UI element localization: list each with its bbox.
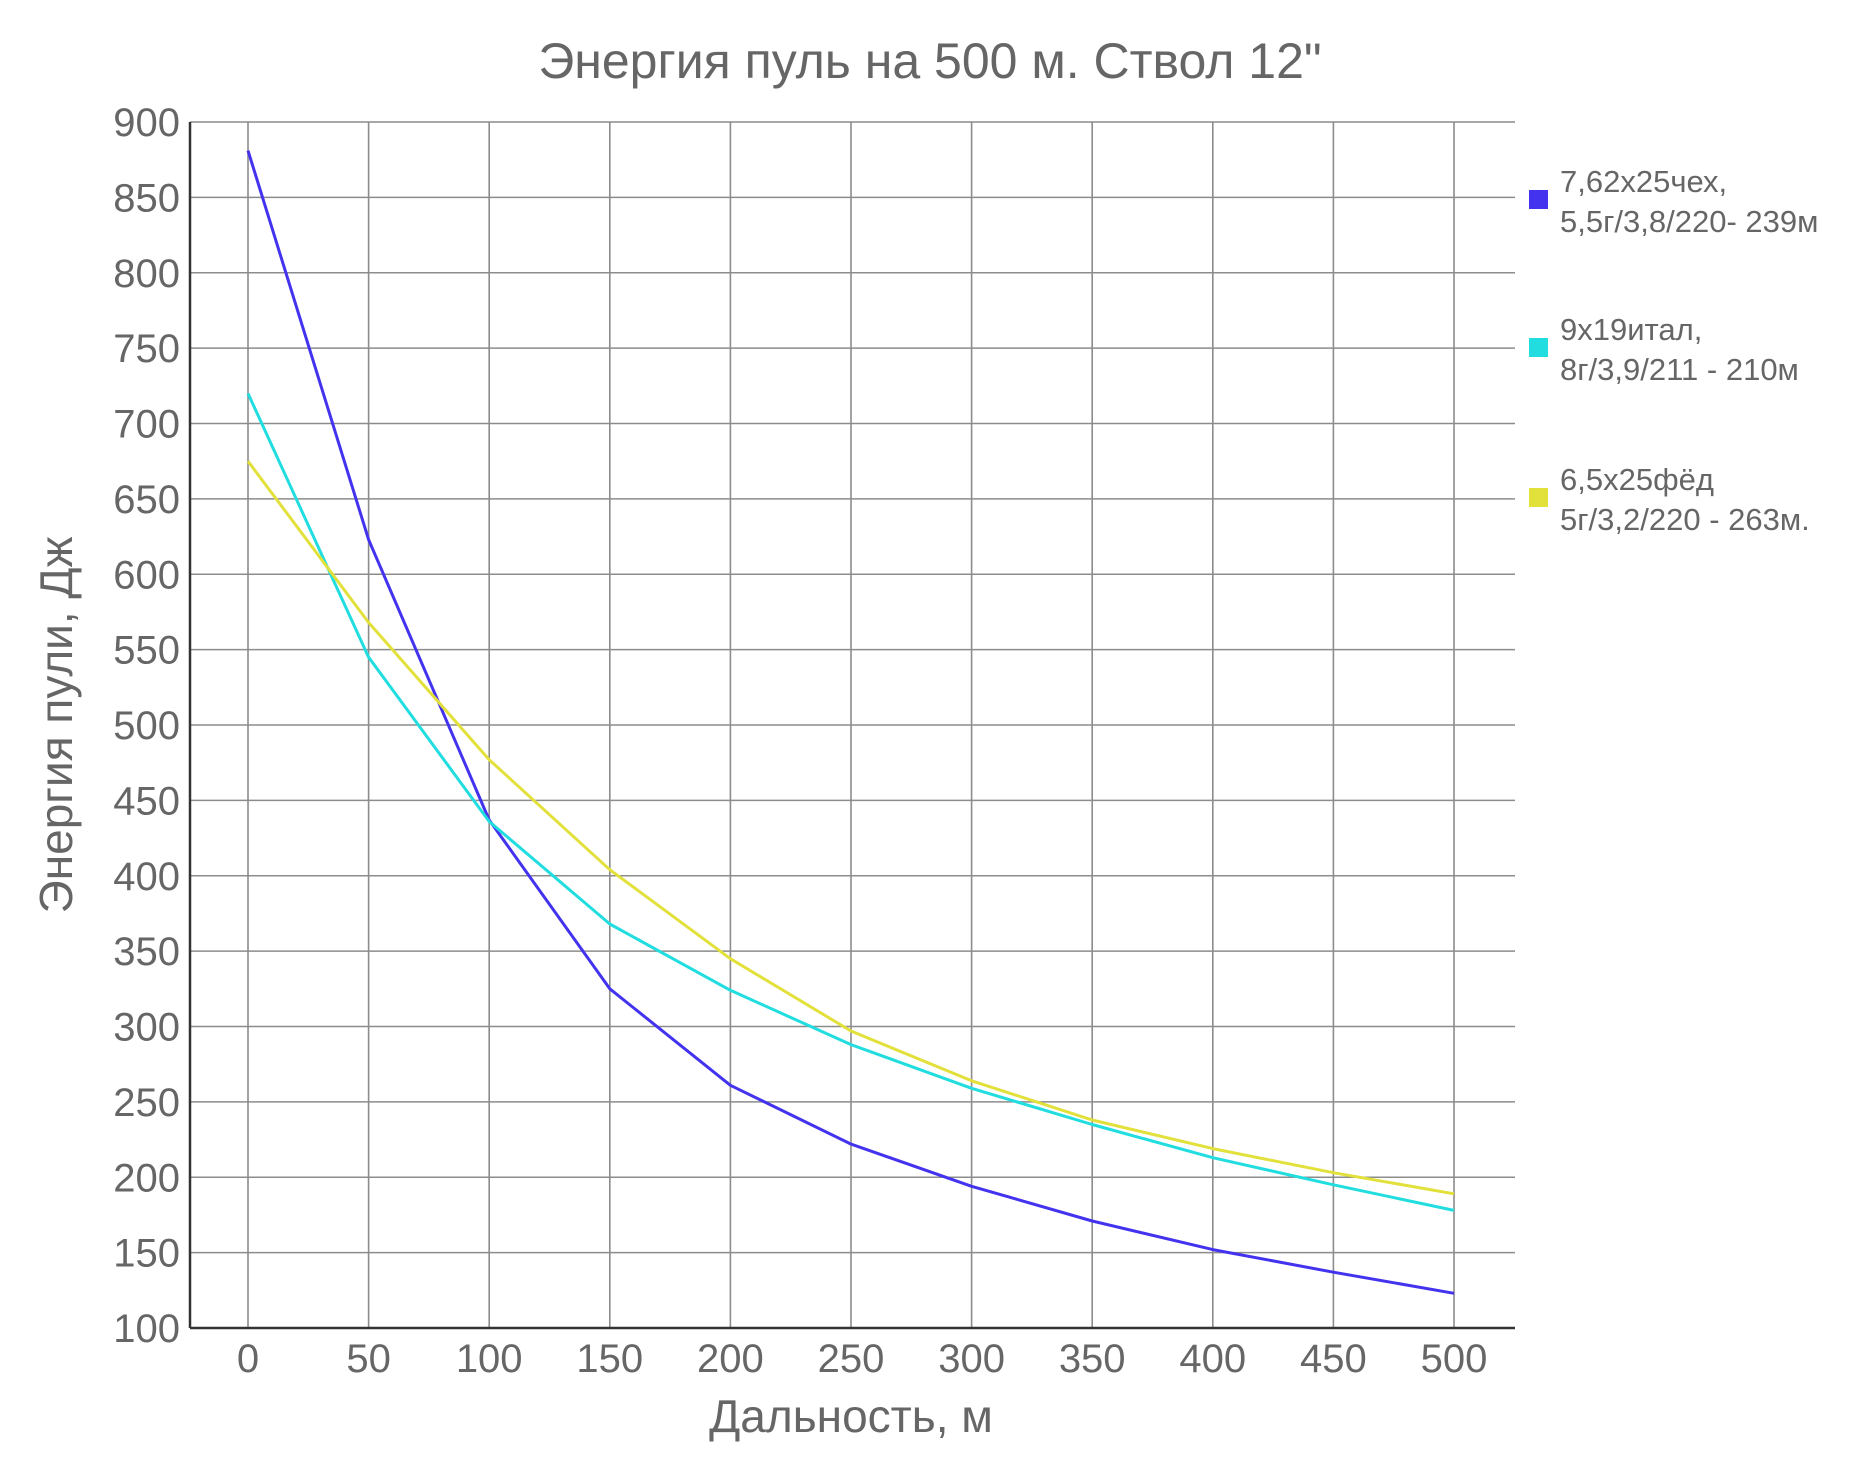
x-tick-label-50: 50 [346, 1337, 391, 1381]
legend-swatch-2 [1529, 338, 1548, 357]
y-tick-label-250: 250 [113, 1081, 180, 1125]
series-line-3 [246, 460, 1455, 1196]
y-tick-label-850: 850 [113, 176, 180, 220]
y-axis-label: Энергия пули, Дж [30, 536, 82, 913]
y-tick-label-100: 100 [113, 1307, 180, 1351]
series-line-2 [246, 392, 1455, 1212]
legend-label-3-line-2: 5г/3,2/220 - 263м. [1560, 502, 1810, 537]
x-tick-label-500: 500 [1421, 1337, 1488, 1381]
x-tick-label-350: 350 [1059, 1337, 1126, 1381]
series-lines [246, 150, 1455, 1295]
series-line-1 [246, 150, 1455, 1295]
legend-label-3-line-1: 6,5х25фёд [1560, 462, 1714, 497]
x-tick-label-300: 300 [938, 1337, 1005, 1381]
legend-label-2-line-2: 8г/3,9/211 - 210м [1560, 352, 1799, 387]
x-tick-label-0: 0 [237, 1337, 259, 1381]
x-tick-label-200: 200 [697, 1337, 764, 1381]
x-tick-label-250: 250 [818, 1337, 885, 1381]
y-tick-label-750: 750 [113, 327, 180, 371]
grid [190, 121, 1515, 1328]
y-tick-label-500: 500 [113, 704, 180, 748]
x-axis-label: Дальность, м [709, 1390, 993, 1442]
chart-title: Энергия пуль на 500 м. Ствол 12" [538, 33, 1321, 89]
y-tick-label-400: 400 [113, 855, 180, 899]
x-tick-label-450: 450 [1300, 1337, 1367, 1381]
legend-swatch-1 [1529, 190, 1548, 209]
y-tick-label-550: 550 [113, 629, 180, 673]
y-tick-label-350: 350 [113, 930, 180, 974]
y-tick-label-200: 200 [113, 1156, 180, 1200]
y-tick-label-300: 300 [113, 1006, 180, 1050]
y-tick-label-650: 650 [113, 478, 180, 522]
legend-label-2-line-1: 9х19итал, [1560, 312, 1702, 347]
axes [188, 122, 1515, 1330]
y-tick-label-150: 150 [113, 1232, 180, 1276]
legend-label-1-line-1: 7,62х25чех, [1560, 164, 1727, 199]
x-tick-label-100: 100 [456, 1337, 523, 1381]
x-tick-label-400: 400 [1179, 1337, 1246, 1381]
x-tick-label-150: 150 [576, 1337, 643, 1381]
legend: 7,62х25чех, 5,5г/3,8/220- 239м 9х19итал, 8г… [1529, 164, 1818, 537]
y-tick-label-450: 450 [113, 779, 180, 823]
legend-label-1-line-2: 5,5г/3,8/220- 239м [1560, 204, 1818, 239]
y-tick-label-700: 700 [113, 403, 180, 447]
tick-labels: 1001502002503003504004505005506006507007… [113, 101, 1487, 1381]
legend-swatch-3 [1529, 488, 1548, 507]
y-tick-label-900: 900 [113, 101, 180, 145]
y-tick-label-600: 600 [113, 553, 180, 597]
y-tick-label-800: 800 [113, 252, 180, 296]
